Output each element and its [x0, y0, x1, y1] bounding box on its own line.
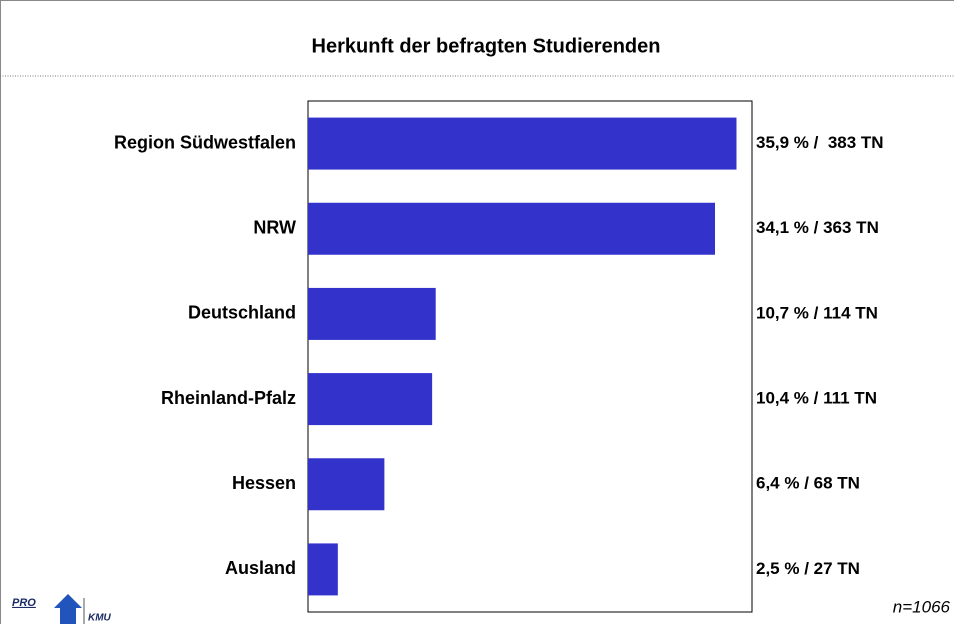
- bar: [308, 543, 338, 596]
- category-label: Region Südwestfalen: [114, 132, 296, 152]
- logo-text: PRO: [12, 597, 36, 609]
- logo-arrow: [54, 594, 82, 624]
- bar: [308, 202, 715, 255]
- bar: [308, 373, 433, 426]
- value-label: 10,4 % / 111 TN: [756, 389, 877, 408]
- value-label: 34,1 % / 363 TN: [756, 218, 879, 237]
- category-label: Rheinland-Pfalz: [161, 388, 296, 408]
- category-label: Ausland: [225, 558, 296, 578]
- logo-text: KMU: [88, 613, 112, 624]
- category-label: NRW: [253, 218, 296, 238]
- bar: [308, 287, 436, 340]
- bar: [308, 117, 737, 170]
- logo: PRO KMU: [12, 594, 112, 624]
- value-label: 2,5 % / 27 TN: [756, 559, 860, 578]
- annotation: n=1066: [893, 597, 951, 616]
- plot-frame: [307, 100, 753, 613]
- value-label: 10,7 % / 114 TN: [756, 303, 878, 322]
- category-label: Hessen: [232, 473, 296, 493]
- bar: [308, 458, 385, 511]
- category-label: Deutschland: [188, 303, 296, 323]
- value-label: 35,9 % / 383 TN: [756, 133, 884, 152]
- chart-title: Herkunft der befragten Studierenden: [312, 35, 661, 57]
- value-label: 6,4 % / 68 TN: [756, 474, 860, 493]
